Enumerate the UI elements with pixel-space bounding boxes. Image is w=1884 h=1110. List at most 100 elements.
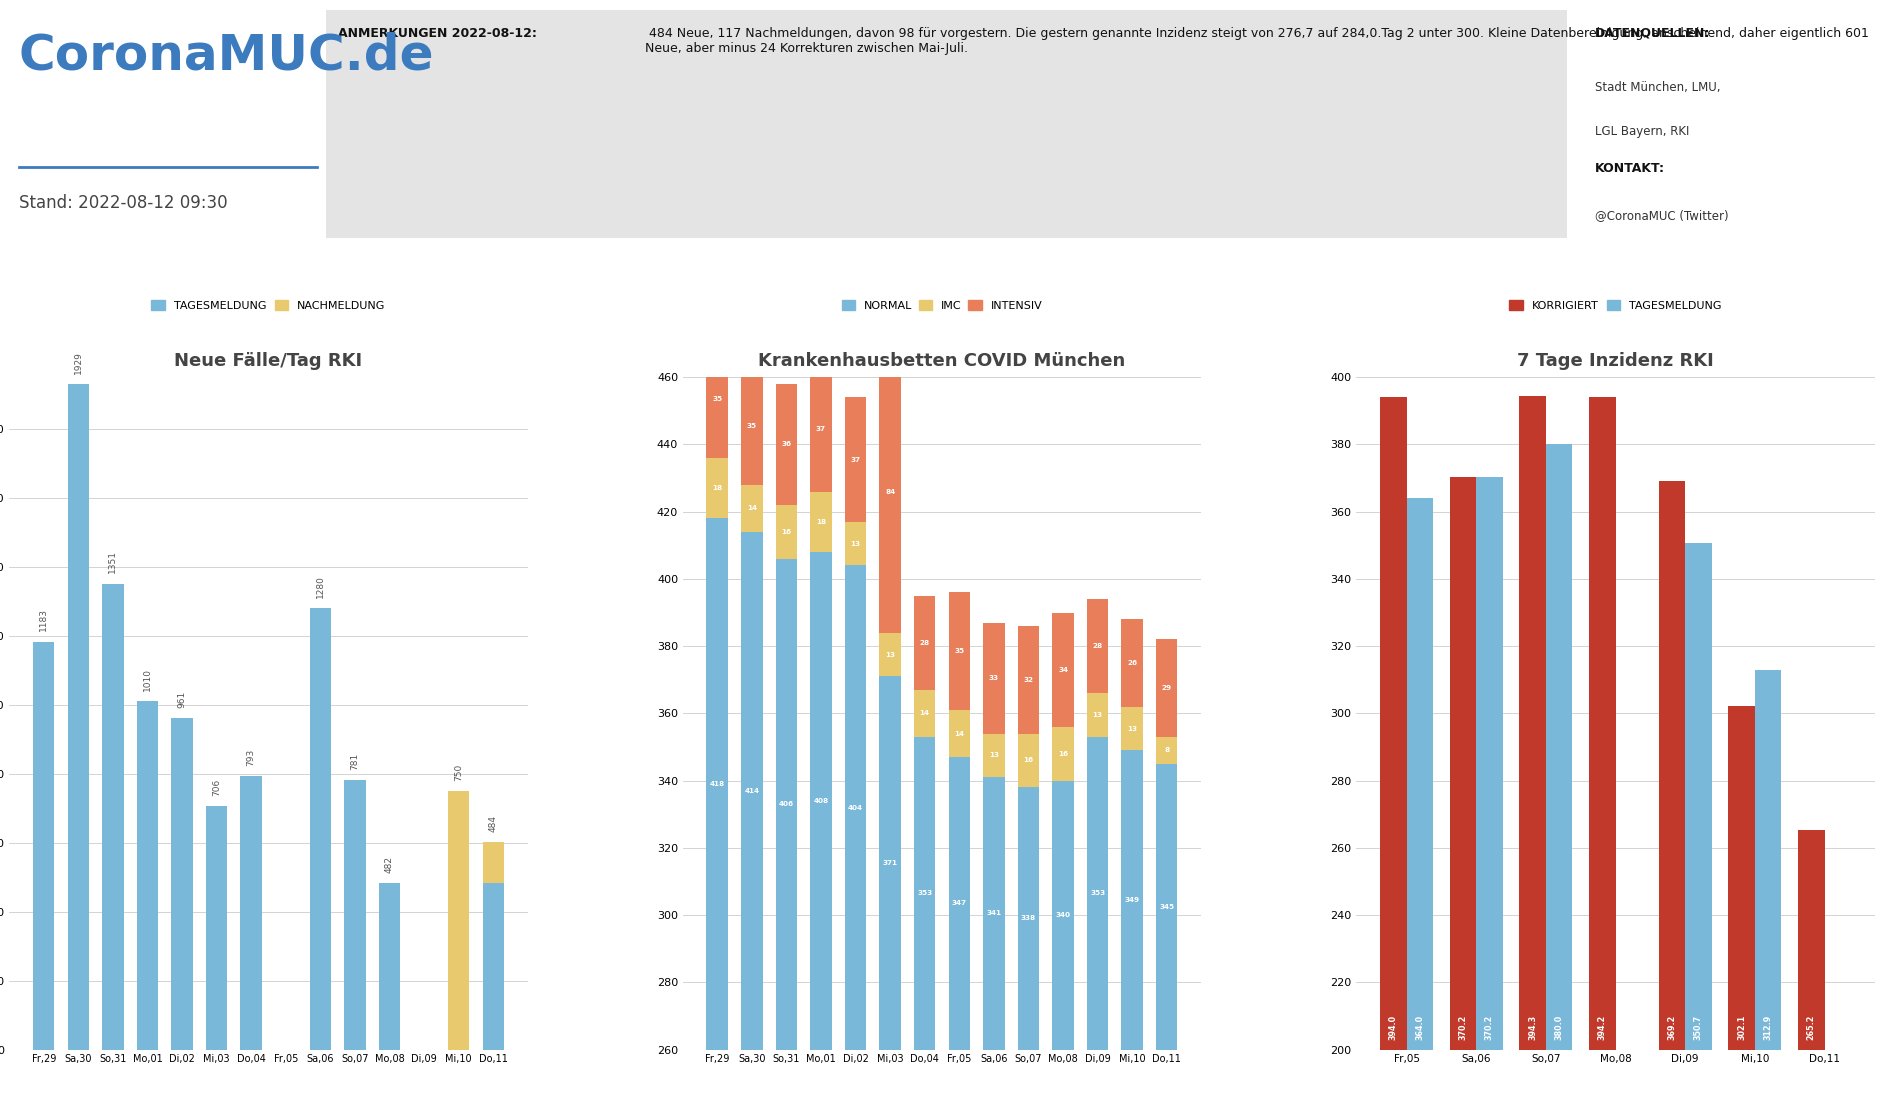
Bar — [1053, 613, 1074, 727]
Bar — [740, 485, 763, 532]
Bar — [1588, 396, 1615, 1110]
Text: INZIDENZ RKI: INZIDENZ RKI — [1679, 254, 1760, 264]
Bar — [1449, 477, 1477, 1110]
Text: ANMERKUNGEN 2022-08-12:: ANMERKUNGEN 2022-08-12: — [337, 27, 537, 40]
Bar — [1087, 737, 1108, 1050]
Text: 13: 13 — [1127, 726, 1138, 731]
Text: 961: 961 — [177, 690, 187, 708]
Text: 8: 8 — [1164, 747, 1170, 754]
Bar — [1728, 706, 1754, 1110]
Text: 404: 404 — [848, 805, 863, 810]
Bar — [205, 806, 228, 1050]
Bar — [1017, 787, 1040, 1050]
Text: 340: 340 — [1055, 912, 1070, 918]
Bar — [448, 791, 469, 1050]
Text: 18: 18 — [712, 485, 722, 491]
Bar — [102, 584, 124, 1050]
Text: 353: 353 — [1091, 890, 1106, 896]
Text: 18: 18 — [816, 518, 825, 525]
Text: 341: 341 — [987, 910, 1002, 917]
Bar — [880, 351, 901, 633]
Text: 32: 32 — [1023, 677, 1034, 683]
Legend: KORRIGIERT, TAGESMELDUNG: KORRIGIERT, TAGESMELDUNG — [1505, 295, 1726, 315]
Text: 16: 16 — [1059, 750, 1068, 757]
Bar — [948, 593, 970, 710]
Text: 353: 353 — [918, 890, 933, 896]
Bar — [1684, 543, 1713, 1110]
Bar — [482, 882, 505, 1050]
Bar — [844, 522, 867, 565]
Text: 35: 35 — [712, 396, 722, 402]
Text: 370.2: 370.2 — [1458, 1015, 1468, 1039]
Text: 781: 781 — [350, 753, 360, 770]
Text: KONTAKT:: KONTAKT: — [1594, 162, 1665, 175]
Text: Stand: 2022-08-12 09:30: Stand: 2022-08-12 09:30 — [19, 194, 228, 212]
Bar — [171, 718, 192, 1050]
Bar — [880, 633, 901, 676]
Text: 37: 37 — [816, 426, 825, 432]
Bar — [1017, 626, 1040, 734]
Bar — [1121, 707, 1144, 750]
Text: 14: 14 — [746, 505, 757, 512]
Text: 34: 34 — [1059, 667, 1068, 673]
Bar — [1477, 477, 1503, 1110]
Text: BESTÄTIGTE FÄLLE: BESTÄTIGTE FÄLLE — [111, 254, 219, 264]
Text: 265,2: 265,2 — [1662, 287, 1777, 322]
Bar — [482, 842, 505, 882]
Text: 28: 28 — [1093, 643, 1102, 649]
Text: 14: 14 — [919, 710, 929, 716]
Text: 29: 29 — [1162, 685, 1172, 692]
Bar — [1053, 780, 1074, 1050]
Text: 484 Neue, 117 Nachmeldungen, davon 98 für vorgestern. Die gestern genannte Inzid: 484 Neue, 117 Nachmeldungen, davon 98 fü… — [646, 27, 1869, 54]
Bar — [810, 367, 831, 492]
Bar — [1547, 444, 1573, 1110]
Text: IMC: IMC — [1096, 354, 1117, 364]
Bar — [706, 518, 727, 1050]
Bar — [776, 505, 797, 558]
Bar — [844, 397, 867, 522]
Bar — [1087, 694, 1108, 737]
Title: 7 Tage Inzidenz RKI: 7 Tage Inzidenz RKI — [1517, 352, 1714, 370]
Text: * Genesene:  7 Tages Durchschnitt der Summe RKI vor 10 Tagen | Aktuell Infiziert: * Genesene: 7 Tages Durchschnitt der Sum… — [529, 1071, 1355, 1086]
Text: 0,69: 0,69 — [1364, 287, 1453, 322]
Text: 369.2: 369.2 — [1667, 1015, 1677, 1039]
Bar — [740, 532, 763, 1050]
Text: INTENSIV: INTENSIV — [1236, 354, 1287, 364]
Text: 338: 338 — [1021, 916, 1036, 921]
Bar — [776, 384, 797, 505]
Text: AKTUELL INFIZIERTE*: AKTUELL INFIZIERTE* — [723, 254, 850, 264]
Bar — [241, 776, 262, 1050]
Bar — [1157, 764, 1178, 1050]
Text: 84: 84 — [885, 488, 895, 495]
Text: 302.1: 302.1 — [1737, 1015, 1746, 1039]
Text: 349: 349 — [1125, 897, 1140, 904]
Text: Gesamt: 2.137: Gesamt: 2.137 — [428, 351, 524, 364]
Bar — [1407, 498, 1434, 1110]
Title: Neue Fälle/Tag RKI: Neue Fälle/Tag RKI — [175, 352, 362, 370]
Text: Stadt München, LMU,: Stadt München, LMU, — [1594, 81, 1720, 94]
Bar — [810, 492, 831, 552]
Text: Quelle: LMU: Quelle: LMU — [1368, 351, 1449, 364]
Text: 414: 414 — [744, 788, 759, 794]
Bar — [844, 565, 867, 1050]
Text: @CoronaMUC (Twitter): @CoronaMUC (Twitter) — [1594, 209, 1728, 222]
Text: 13: 13 — [885, 652, 895, 657]
Bar — [1797, 830, 1824, 1110]
Bar — [1157, 639, 1178, 737]
Text: 1351: 1351 — [109, 551, 117, 574]
Bar — [983, 623, 1004, 734]
Text: 364.0: 364.0 — [1415, 1015, 1424, 1039]
Text: 26: 26 — [1127, 660, 1138, 666]
Bar — [68, 384, 89, 1050]
Bar — [1017, 734, 1040, 787]
Text: 394.3: 394.3 — [1528, 1015, 1537, 1039]
Text: 347: 347 — [951, 900, 966, 907]
Bar — [1754, 670, 1782, 1110]
Text: TODESFÄLLE: TODESFÄLLE — [439, 254, 512, 264]
Bar — [810, 552, 831, 1050]
Bar — [706, 341, 727, 458]
Text: 13: 13 — [989, 753, 999, 758]
Text: 706: 706 — [213, 778, 220, 796]
Bar — [1379, 397, 1407, 1110]
Text: 10.055: 10.055 — [718, 287, 855, 322]
